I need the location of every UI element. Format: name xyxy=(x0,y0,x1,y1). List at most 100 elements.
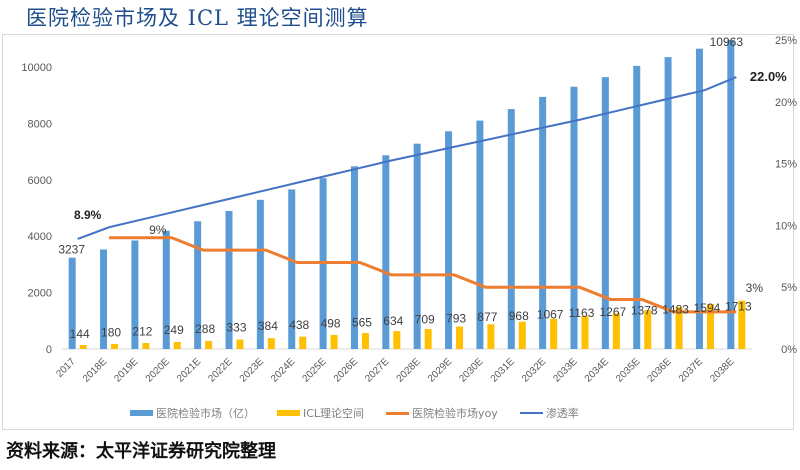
page-title: 医院检验市场及 ICL 理论空间测算 xyxy=(26,6,369,30)
legend-label-penetration: 渗透率 xyxy=(545,407,579,420)
legend-label-icl: ICL理论空间 xyxy=(303,407,365,420)
market-bar xyxy=(727,39,735,350)
x-tick-label: 2022E xyxy=(206,356,234,384)
x-tick-label: 2027E xyxy=(363,356,391,384)
icl-bar xyxy=(330,334,338,349)
market-bar xyxy=(382,155,390,349)
right-tick-label: 15% xyxy=(775,159,797,171)
icl-data-label: 1713 xyxy=(725,300,752,314)
icl-data-label: 1594 xyxy=(694,301,721,315)
right-tick-label: 20% xyxy=(775,97,797,109)
left-axis: 0 2000 4000 6000 8000 10000 xyxy=(21,62,52,356)
icl-bar xyxy=(79,344,87,349)
left-tick-label: 8000 xyxy=(28,118,52,130)
market-bar xyxy=(413,143,421,349)
left-tick-label: 0 xyxy=(46,344,52,356)
left-tick-label: 10000 xyxy=(21,62,52,74)
data-labels: 144 180 212 249 288 333 384 438 498 565 634 709 793 8… xyxy=(58,35,787,341)
right-tick-label: 10% xyxy=(775,220,797,232)
market-bar xyxy=(445,131,453,349)
icl-bar xyxy=(236,339,244,349)
penetration-line xyxy=(77,76,737,240)
x-tick-label: 2030E xyxy=(457,356,485,384)
icl-bar xyxy=(111,343,119,349)
icl-data-label: 1163 xyxy=(569,306,595,320)
right-axis: 0% 5% 10% 15% 20% 25% xyxy=(775,35,797,356)
x-tick-label: 2035E xyxy=(614,356,642,384)
market-bar xyxy=(476,120,484,349)
x-tick-label: 2029E xyxy=(426,356,454,384)
penetration-data-label: 22.0% xyxy=(750,69,787,84)
icl-data-label: 438 xyxy=(289,318,309,332)
legend-item-icl: ICL理论空间 xyxy=(277,405,364,421)
icl-data-label: 565 xyxy=(352,315,372,329)
chart-frame xyxy=(2,34,794,430)
legend-item-penetration: 渗透率 xyxy=(519,405,579,421)
icl-bar xyxy=(738,300,746,349)
icl-bar xyxy=(299,336,307,349)
legend-label-market: 医院检验市场（亿） xyxy=(156,407,255,420)
market-bar xyxy=(256,199,264,349)
right-tick-label: 5% xyxy=(781,282,797,294)
market-bar xyxy=(633,65,641,349)
icl-bar xyxy=(518,321,526,349)
left-tick-label: 6000 xyxy=(28,175,52,187)
left-tick-label: 2000 xyxy=(28,288,52,300)
left-tick-label: 4000 xyxy=(28,231,52,243)
icl-data-label: 144 xyxy=(70,327,90,341)
icl-data-label: 1267 xyxy=(600,305,627,319)
icl-bar xyxy=(706,304,714,349)
icl-data-label: 180 xyxy=(101,326,121,340)
market-bar xyxy=(68,257,76,349)
icl-data-label: 212 xyxy=(132,324,152,338)
penetration-data-label: 8.9% xyxy=(74,208,102,222)
icl-data-label: 384 xyxy=(258,319,278,333)
icl-data-label: 1067 xyxy=(537,308,564,322)
market-bar xyxy=(539,96,547,349)
yoy-data-label: 3% xyxy=(746,281,764,295)
icl-bar xyxy=(267,338,275,349)
x-tick-label: 2021E xyxy=(175,356,203,384)
icl-data-label: 968 xyxy=(509,309,529,323)
right-tick-label: 0% xyxy=(781,344,797,356)
market-bar xyxy=(162,230,170,349)
x-tick-label: 2026E xyxy=(332,356,360,384)
legend-swatch-yoy xyxy=(386,411,410,415)
icl-bar xyxy=(550,318,558,349)
x-tick-label: 2032E xyxy=(520,356,548,384)
icl-bar xyxy=(644,310,652,349)
x-tick-label: 2025E xyxy=(300,356,328,384)
x-tick-label: 2028E xyxy=(395,356,423,384)
market-data-label: 3237 xyxy=(58,243,85,257)
icl-data-label: 1378 xyxy=(631,304,658,318)
icl-data-label: 709 xyxy=(415,313,435,327)
icl-data-label: 877 xyxy=(477,310,497,324)
legend: 医院检验市场（亿） ICL理论空间 医院检验市场yoy 渗透率 xyxy=(130,405,579,421)
x-tick-label: 2038E xyxy=(708,356,736,384)
market-bar xyxy=(601,77,609,349)
right-tick-label: 25% xyxy=(775,35,797,47)
x-tick-label: 2023E xyxy=(238,356,266,384)
icl-bar xyxy=(612,313,620,349)
x-axis-ticks: 2017 2018E 2019E 2020E 2021E 2022E 2023E 2024E 2… xyxy=(54,356,736,385)
x-tick-label: 2024E xyxy=(269,356,297,384)
icl-bar xyxy=(424,329,432,349)
x-tick-label: 2034E xyxy=(583,356,611,384)
icl-bar xyxy=(675,307,683,349)
icl-bar xyxy=(142,343,150,349)
x-tick-label: 2017 xyxy=(54,356,78,380)
icl-data-label: 793 xyxy=(446,311,466,325)
icl-data-label: 333 xyxy=(226,321,246,335)
icl-bar xyxy=(393,331,401,349)
series-lines xyxy=(77,76,737,314)
icl-data-label: 634 xyxy=(383,314,403,328)
legend-swatch-icl xyxy=(277,410,300,416)
legend-label-yoy: 医院检验市场yoy xyxy=(412,407,498,420)
legend-item-yoy: 医院检验市场yoy xyxy=(386,405,498,421)
icl-bar xyxy=(205,340,213,349)
x-tick-label: 2020E xyxy=(144,356,172,384)
icl-bar xyxy=(487,324,495,349)
x-tick-label: 2036E xyxy=(645,356,673,384)
x-tick-label: 2019E xyxy=(112,356,140,384)
yoy-line xyxy=(109,236,737,314)
